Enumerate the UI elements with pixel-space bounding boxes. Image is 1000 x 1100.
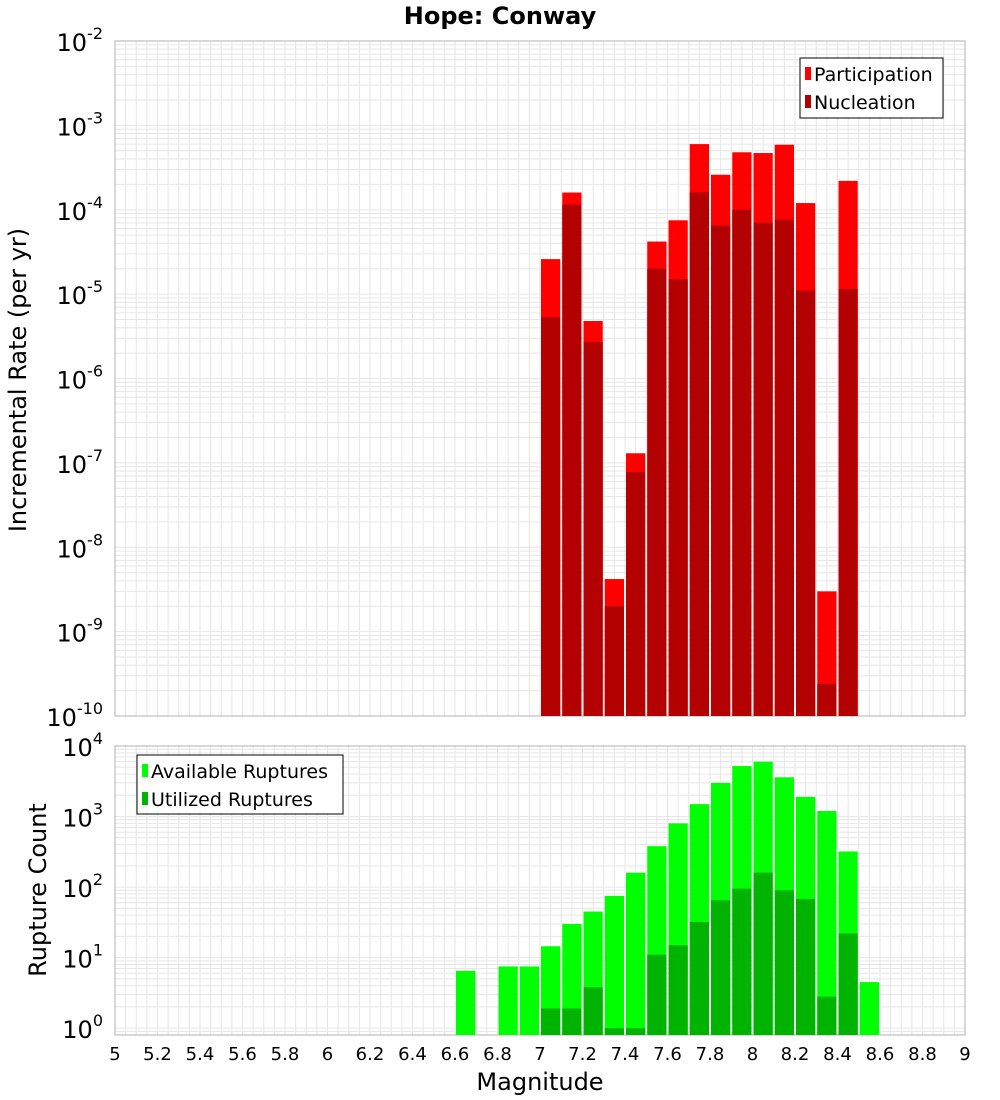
bar-nucleation <box>668 279 688 716</box>
legend-label: Available Ruptures <box>151 761 328 783</box>
x-axis-label: Magnitude <box>476 1068 603 1096</box>
x-tick-label: 5.8 <box>271 1044 300 1065</box>
y-tick-label: 100 <box>62 1011 103 1044</box>
bar-nucleation <box>711 225 731 716</box>
y-tick-label: 10-6 <box>57 362 104 395</box>
top-legend: Participation Nucleation <box>799 57 944 119</box>
top-y-tick-labels: 10-10 10-9 10-8 10-7 10-6 10-5 10-4 10-3 10-2 <box>46 24 103 732</box>
bar-nucleation <box>732 209 752 716</box>
x-tick-label: 7 <box>534 1044 545 1065</box>
x-tick-label: 6.6 <box>441 1044 470 1065</box>
y-tick-label: 10-8 <box>57 530 104 563</box>
bar-nucleation <box>626 471 646 716</box>
x-tick-label: 6.4 <box>398 1044 427 1065</box>
bar-nucleation <box>604 606 624 716</box>
x-tick-label: 8.4 <box>823 1044 852 1065</box>
x-tick-label: 8.6 <box>866 1044 895 1065</box>
x-tick-label: 8.8 <box>908 1044 937 1065</box>
bar-utilized-ruptures <box>732 888 752 1035</box>
bar-utilized-ruptures <box>668 945 688 1035</box>
bar-nucleation <box>689 192 709 717</box>
bar-available-ruptures <box>817 810 837 1035</box>
bar-nucleation <box>753 222 773 716</box>
y-tick-label: 102 <box>62 870 103 903</box>
bar-nucleation <box>796 290 816 716</box>
bar-available-ruptures <box>626 872 646 1035</box>
y-tick-label: 10-2 <box>57 24 104 57</box>
y-tick-label: 10-5 <box>57 277 104 310</box>
bar-available-ruptures <box>859 982 879 1035</box>
x-tick-label: 8 <box>747 1044 758 1065</box>
x-tick-label: 7.2 <box>568 1044 597 1065</box>
bar-nucleation <box>541 317 561 716</box>
x-tick-label: 6.8 <box>483 1044 512 1065</box>
bar-utilized-ruptures <box>711 900 731 1035</box>
y-tick-label: 103 <box>62 800 103 833</box>
x-tick-label: 6 <box>322 1044 333 1065</box>
top-plot-area <box>114 40 966 717</box>
top-plot-grid <box>114 40 966 717</box>
bar-utilized-ruptures <box>604 1028 624 1035</box>
legend-label: Utilized Ruptures <box>151 789 313 811</box>
bar-utilized-ruptures <box>626 1028 646 1035</box>
x-tick-label: 5.4 <box>186 1044 215 1065</box>
legend-swatch <box>805 67 811 80</box>
y-tick-label: 10-9 <box>57 615 104 648</box>
bar-utilized-ruptures <box>583 987 603 1035</box>
bottom-y-tick-labels: 100 101 102 103 104 <box>62 729 103 1044</box>
x-tick-label: 7.8 <box>696 1044 725 1065</box>
x-tick-label: 5 <box>109 1044 120 1065</box>
bar-utilized-ruptures <box>689 921 709 1035</box>
y-tick-label: 10-3 <box>57 108 104 141</box>
bar-utilized-ruptures <box>838 933 858 1035</box>
x-tick-labels: 5 5.2 5.4 5.6 5.8 6 6.2 6.4 6.6 6.8 7 7.2 7.4 7.6 7.8 8… <box>109 1044 970 1065</box>
legend-label: Participation <box>814 64 933 86</box>
bar-utilized-ruptures <box>796 898 816 1035</box>
x-tick-label: 6.2 <box>356 1044 385 1065</box>
bar-nucleation <box>562 204 582 717</box>
top-y-axis-label: Incremental Rate (per yr) <box>4 228 32 532</box>
bar-nucleation <box>817 683 837 716</box>
legend-swatch <box>142 792 148 805</box>
bar-nucleation <box>583 342 603 716</box>
bar-utilized-ruptures <box>753 872 773 1035</box>
bar-utilized-ruptures <box>817 996 837 1035</box>
x-tick-label: 5.2 <box>143 1044 172 1065</box>
x-tick-label: 7.4 <box>611 1044 640 1065</box>
bar-utilized-ruptures <box>562 1008 582 1035</box>
bottom-legend: Available Ruptures Utilized Ruptures <box>136 754 344 815</box>
chart-title: Hope: Conway <box>404 2 597 30</box>
bar-nucleation <box>774 219 794 717</box>
bar-available-ruptures <box>562 923 582 1035</box>
x-tick-label: 9 <box>959 1044 970 1065</box>
bar-available-ruptures <box>498 966 518 1035</box>
x-tick-label: 8.2 <box>781 1044 810 1065</box>
legend-box <box>136 754 344 815</box>
legend-swatch <box>142 764 148 777</box>
y-tick-label: 10-4 <box>57 193 104 226</box>
bar-utilized-ruptures <box>774 890 794 1035</box>
legend-swatch <box>805 95 811 108</box>
bottom-plot-bars <box>456 761 879 1035</box>
bar-nucleation <box>838 289 858 716</box>
bar-available-ruptures <box>519 966 539 1035</box>
bar-utilized-ruptures <box>647 954 667 1035</box>
x-tick-label: 7.6 <box>653 1044 682 1065</box>
x-tick-label: 5.6 <box>228 1044 257 1065</box>
bar-available-ruptures <box>604 895 624 1035</box>
bar-utilized-ruptures <box>541 1008 561 1035</box>
legend-label: Nucleation <box>814 92 916 114</box>
bar-nucleation <box>647 268 667 716</box>
y-tick-label: 10-10 <box>46 699 103 732</box>
y-tick-label: 101 <box>62 941 103 974</box>
bottom-y-axis-label: Rupture Count <box>24 803 52 977</box>
y-tick-label: 10-7 <box>57 446 104 479</box>
y-tick-label: 104 <box>62 729 103 762</box>
top-plot-bars <box>541 144 858 717</box>
bar-available-ruptures <box>456 970 476 1035</box>
bottom-plot-area <box>114 745 966 1036</box>
legend-box <box>799 57 944 119</box>
